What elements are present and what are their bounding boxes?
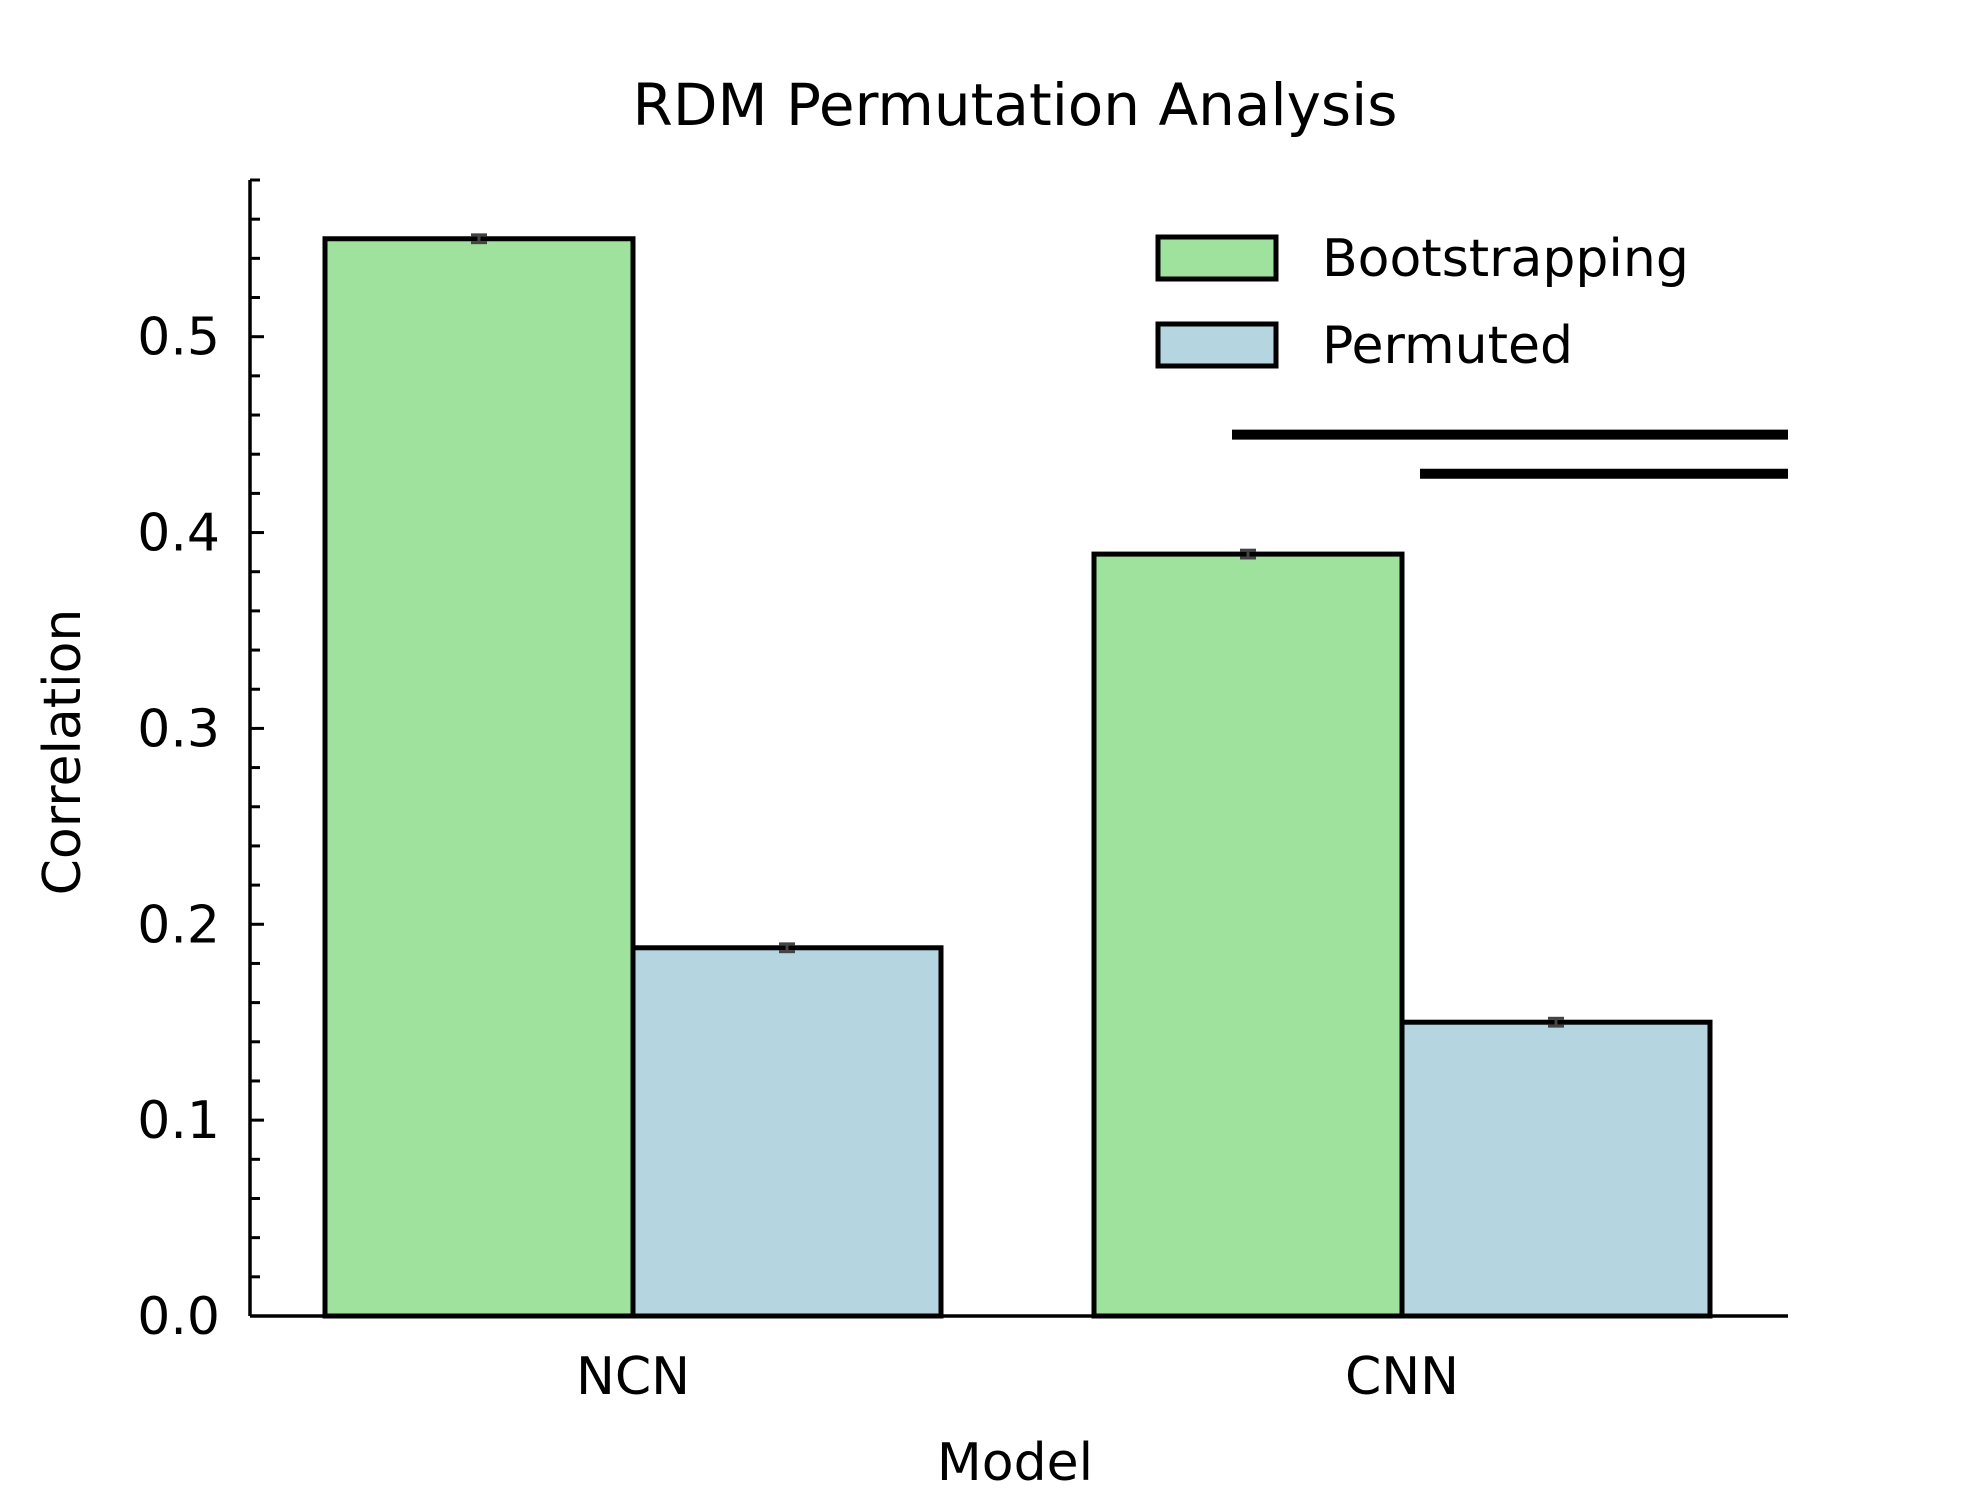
y-tick-label: 0.1 xyxy=(137,1091,220,1151)
y-tick-label: 0.4 xyxy=(137,504,220,564)
y-tick-label: 0.2 xyxy=(137,895,220,955)
bar-permuted-cnn xyxy=(1399,1019,1713,1319)
y-axis: 0.0 0.1 0.2 0.3 0.4 0.5 xyxy=(137,178,264,1347)
x-tick-label: CNN xyxy=(1345,1347,1459,1407)
y-tick-label: 0.5 xyxy=(137,308,220,368)
significance-lines xyxy=(1232,429,1788,479)
bar-bootstrapping-ncn xyxy=(322,236,636,1319)
x-axis-label: Model xyxy=(937,1433,1093,1493)
errorbars-group xyxy=(471,233,1564,1028)
x-axis: NCN CNN xyxy=(250,1304,1788,1407)
chart-title: RDM Permutation Analysis xyxy=(633,71,1398,139)
legend-label-bootstrapping: Bootstrapping xyxy=(1322,229,1689,289)
bars-group xyxy=(322,236,1713,1319)
y-axis-label: Correlation xyxy=(33,609,93,896)
legend-label-permuted: Permuted xyxy=(1322,316,1573,376)
y-tick-label: 0.3 xyxy=(137,699,220,759)
x-tick-label: NCN xyxy=(576,1347,690,1407)
bar-bootstrapping-cnn xyxy=(1091,551,1405,1319)
legend-swatch-bootstrapping xyxy=(1155,234,1279,282)
legend-swatch-permuted xyxy=(1155,321,1279,369)
legend: Bootstrapping Permuted xyxy=(1155,229,1689,376)
bar-permuted-ncn xyxy=(630,945,944,1319)
y-tick-label: 0.0 xyxy=(137,1287,220,1347)
